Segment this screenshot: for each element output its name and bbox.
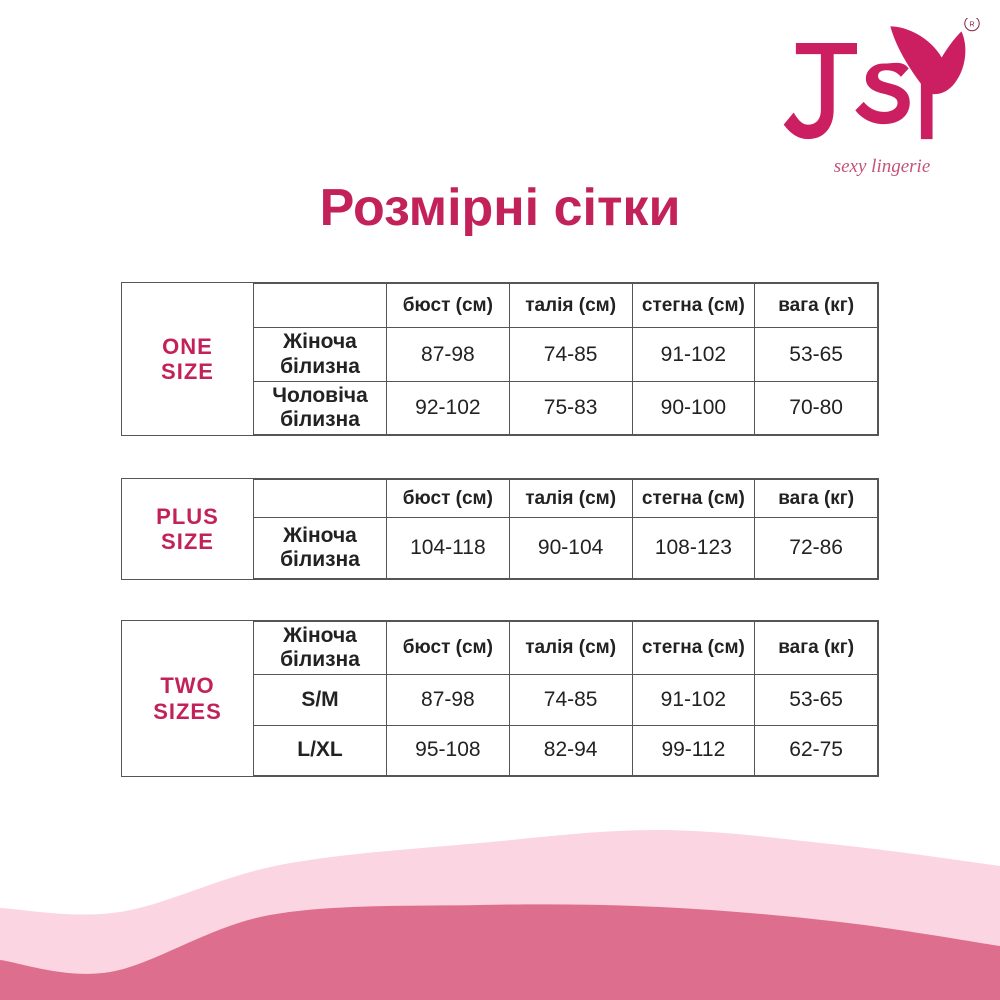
svg-text:R: R	[969, 19, 974, 28]
